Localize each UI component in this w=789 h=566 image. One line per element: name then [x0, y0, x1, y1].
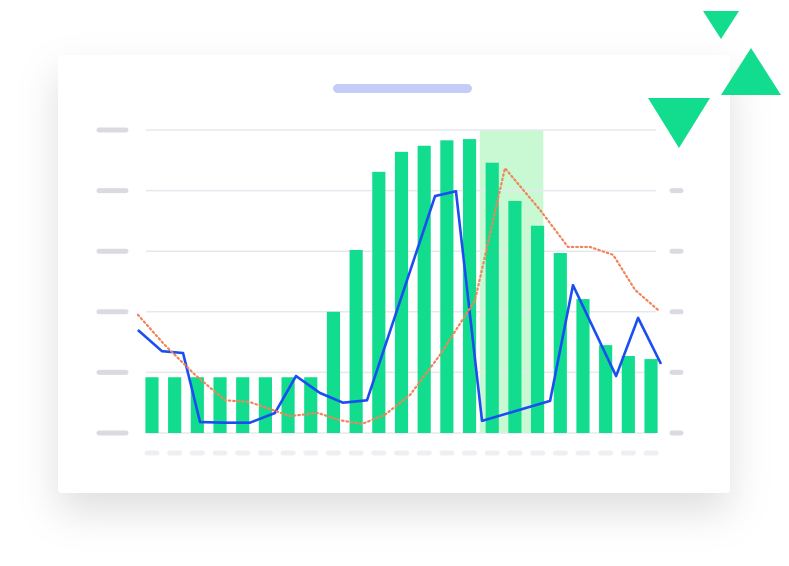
bar [621, 356, 635, 433]
plot [96, 127, 684, 456]
bar [531, 225, 545, 433]
bar [190, 377, 204, 433]
bar [145, 377, 159, 433]
bar [576, 299, 590, 433]
bar [326, 311, 341, 433]
title-placeholder [333, 84, 472, 93]
bar [281, 377, 295, 433]
triangle [648, 98, 710, 148]
bar [168, 377, 182, 433]
bar [372, 171, 386, 433]
bar [462, 139, 477, 433]
bar [508, 200, 522, 433]
triangle [721, 48, 781, 95]
bar [304, 377, 318, 433]
bar [236, 377, 250, 433]
bar [417, 145, 431, 434]
line [136, 167, 660, 426]
bar [440, 140, 454, 433]
bar [485, 162, 499, 433]
triangle [703, 11, 739, 39]
bar [394, 151, 409, 434]
bar [644, 359, 658, 433]
bar [599, 345, 613, 433]
bar [213, 377, 227, 433]
line [137, 189, 663, 424]
bar [349, 249, 363, 433]
